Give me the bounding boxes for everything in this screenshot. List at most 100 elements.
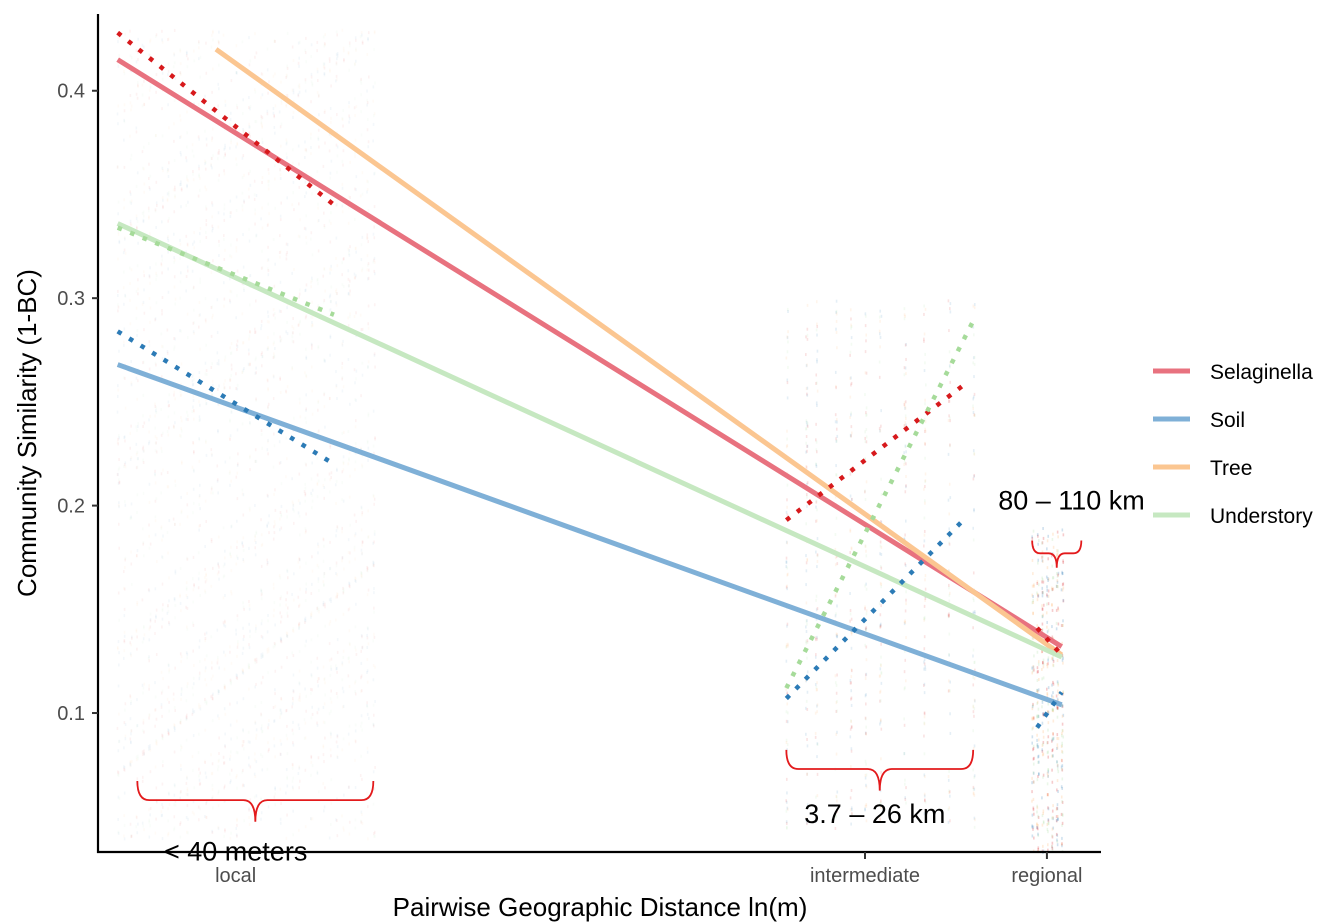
scatter-point — [211, 156, 213, 160]
scatter-point — [285, 836, 288, 840]
scatter-point — [298, 40, 301, 44]
scatter-point — [1061, 570, 1063, 574]
scatter-point — [1047, 822, 1050, 826]
scatter-point — [323, 496, 325, 500]
scatter-point — [286, 813, 288, 817]
scatter-point — [247, 662, 250, 666]
scatter-point — [191, 149, 194, 153]
scatter-point — [335, 62, 338, 66]
scatter-point — [230, 363, 233, 367]
scatter-point — [236, 339, 239, 343]
range-annotation: 3.7 – 26 km — [804, 799, 945, 829]
scatter-point — [222, 621, 225, 625]
scatter-point — [185, 250, 187, 254]
scatter-point — [786, 429, 788, 433]
scatter-point — [324, 736, 326, 740]
scatter-point — [1056, 838, 1058, 842]
scatter-point — [211, 316, 213, 320]
scatter-point — [236, 834, 238, 838]
scatter-point — [124, 500, 126, 504]
scatter-point — [834, 547, 837, 551]
scatter-point — [367, 180, 370, 184]
scatter-point — [155, 450, 158, 454]
scatter-point — [367, 140, 370, 144]
scatter-point — [347, 430, 350, 434]
scatter-point — [249, 422, 251, 426]
scatter-point — [173, 724, 176, 728]
scatter-point — [261, 180, 263, 184]
scatter-point — [850, 725, 853, 729]
scatter-point — [367, 588, 370, 592]
scatter-point — [349, 474, 351, 478]
scatter-point — [143, 682, 146, 686]
scatter-point — [786, 584, 788, 588]
scatter-point — [130, 359, 132, 363]
scatter-point — [299, 501, 301, 505]
scatter-point — [160, 433, 163, 437]
scatter-point — [1056, 552, 1059, 556]
scatter-point — [834, 556, 837, 560]
scatter-point — [806, 772, 809, 776]
scatter-point — [161, 312, 163, 316]
scatter-point — [286, 634, 288, 638]
scatter-point — [303, 736, 306, 740]
scatter-point — [1047, 578, 1049, 582]
scatter-point — [173, 232, 175, 236]
scatter-point — [305, 408, 307, 412]
scatter-point — [253, 147, 256, 151]
scatter-point — [216, 479, 219, 483]
scatter-point — [217, 157, 219, 161]
scatter-point — [328, 658, 331, 662]
scatter-point — [1041, 622, 1044, 626]
fit-line-understory — [116, 221, 1063, 660]
scatter-point — [1036, 810, 1038, 814]
scatter-point — [274, 312, 276, 316]
scatter-point — [211, 694, 214, 698]
scatter-point — [173, 158, 176, 162]
scatter-point — [267, 91, 269, 95]
scatter-point — [354, 59, 357, 63]
scatter-point — [198, 313, 200, 317]
scatter-point — [336, 573, 338, 577]
scatter-point — [972, 361, 975, 365]
scatter-point — [1032, 717, 1035, 721]
scatter-point — [223, 761, 226, 765]
scatter-point — [192, 693, 195, 697]
scatter-point — [287, 606, 289, 610]
scatter-point — [286, 656, 288, 660]
scatter-point — [342, 468, 345, 472]
scatter-point — [1061, 741, 1063, 745]
scatter-point — [335, 501, 337, 505]
scatter-point — [374, 436, 376, 440]
scatter-point — [903, 317, 906, 321]
scatter-point — [211, 566, 214, 570]
scatter-point — [192, 442, 195, 446]
scatter-point — [254, 327, 256, 331]
scatter-point — [174, 188, 176, 192]
scatter-point — [374, 700, 376, 704]
scatter-point — [815, 795, 817, 799]
scatter-point — [310, 72, 313, 76]
scatter-point — [247, 665, 250, 669]
scatter-point — [143, 167, 145, 171]
scatter-point — [786, 381, 789, 385]
scatter-point — [273, 284, 276, 288]
scatter-point — [173, 723, 175, 727]
scatter-point — [816, 772, 819, 776]
scatter-point — [286, 737, 289, 741]
legend-label: Selaginella — [1210, 361, 1313, 384]
scatter-point — [336, 54, 339, 58]
scatter-point — [880, 424, 882, 428]
scatter-point — [879, 663, 882, 667]
scatter-point — [1041, 721, 1044, 725]
scatter-point — [1047, 594, 1050, 598]
scatter-point — [850, 376, 852, 380]
scatter-point — [230, 111, 232, 115]
scatter-point — [923, 683, 925, 687]
scatter-point — [354, 625, 357, 629]
scatter-point — [248, 195, 250, 199]
scatter-point — [323, 66, 326, 70]
scatter-point — [973, 774, 976, 778]
scatter-point — [1041, 550, 1044, 554]
scatter-point — [1041, 814, 1044, 818]
